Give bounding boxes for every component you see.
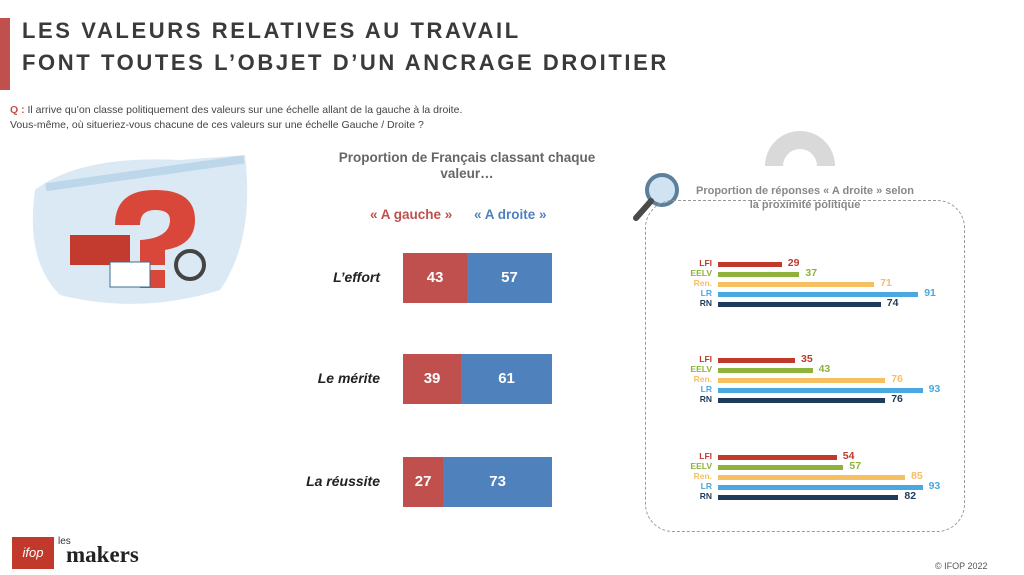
bar (718, 368, 813, 373)
illustration (32, 155, 248, 304)
value-label: 73 (489, 473, 506, 490)
value-label: 71 (880, 277, 892, 289)
question-text: Il arrive qu’on classe politiquement des… (27, 104, 463, 116)
value-label: 43 (818, 363, 831, 375)
bar (718, 378, 886, 383)
gauge-icon (765, 131, 835, 166)
question: Q : Il arrive qu’on classe politiquement… (10, 104, 462, 116)
value-label: 82 (904, 490, 917, 502)
bar (718, 302, 881, 307)
bar (718, 455, 837, 460)
series-label: Ren. (693, 374, 712, 384)
value-label: 93 (928, 383, 941, 395)
legend-entry: « A gauche » (370, 207, 453, 222)
series-label: RN (699, 394, 712, 404)
bar (718, 388, 923, 393)
bar (718, 465, 844, 470)
bar (718, 495, 899, 500)
bar (718, 485, 923, 490)
series-label: EELV (690, 364, 712, 374)
accent-bar (0, 18, 10, 90)
value-label: 85 (911, 470, 923, 482)
category-label: L’effort (333, 269, 380, 285)
logo-les: les (58, 536, 71, 547)
bar-segment (443, 457, 552, 507)
value-label: 29 (787, 257, 800, 269)
series-label: RN (699, 298, 712, 308)
series-label: Ren. (693, 471, 712, 481)
series-label: LFI (699, 354, 712, 364)
copyright: © IFOP 2022 (935, 561, 988, 571)
series-label: LR (700, 288, 712, 298)
logo-makers: makers (66, 542, 139, 567)
question: Vous-même, où situeriez-vous chacune de … (10, 119, 424, 131)
bar (718, 272, 800, 277)
value-label: 27 (414, 473, 432, 490)
title: LES VALEURS RELATIVES AU TRAVAIL (22, 18, 521, 43)
bar-segment (467, 253, 552, 303)
value-label: 61 (498, 370, 515, 387)
magnifier-icon (633, 173, 679, 221)
series-label: RN (699, 491, 712, 501)
bar (718, 398, 886, 403)
value-label: 93 (928, 480, 941, 492)
bar-segment (403, 354, 462, 404)
logo-ifop: ifop (12, 537, 54, 569)
value-label: 76 (891, 393, 903, 405)
bar (718, 262, 782, 267)
bar-segment (403, 253, 468, 303)
value-label: 74 (886, 297, 899, 309)
bar (718, 358, 795, 363)
category-label: Le mérite (317, 370, 380, 386)
bar (718, 282, 875, 287)
value-label: 57 (501, 269, 518, 286)
series-label: EELV (690, 461, 712, 471)
chart-title: Proportion de Français classant chaque v… (338, 150, 596, 181)
series-label: LFI (699, 451, 712, 461)
value-label: 39 (423, 370, 441, 387)
value-label: 91 (924, 287, 936, 299)
value-label: 37 (805, 267, 818, 279)
title: FONT TOUTES L’OBJET D’UN ANCRAGE DROITIE… (22, 50, 669, 75)
value-label: 54 (842, 450, 855, 462)
panel-frame (645, 200, 965, 532)
chart-title: Proportion de réponses « A droite » selo… (695, 185, 914, 211)
series-label: LR (700, 384, 712, 394)
series-label: Ren. (693, 278, 712, 288)
bar-segment (403, 457, 444, 507)
value-label: 35 (801, 353, 813, 365)
value-label: 57 (849, 460, 862, 472)
bar-segment (461, 354, 552, 404)
legend-entry: « A droite » (474, 207, 547, 222)
bar (718, 475, 905, 480)
bar (718, 292, 919, 297)
category-label: La réussite (306, 473, 380, 489)
series-label: LR (700, 481, 712, 491)
value-label: 43 (426, 269, 444, 286)
question-prefix: Q : (10, 104, 25, 116)
series-label: EELV (690, 268, 712, 278)
series-label: LFI (699, 258, 712, 268)
value-label: 76 (891, 373, 903, 385)
